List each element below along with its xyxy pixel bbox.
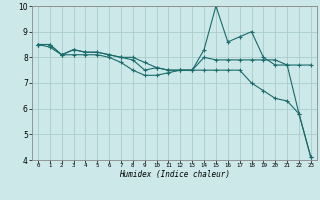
X-axis label: Humidex (Indice chaleur): Humidex (Indice chaleur) [119,170,230,179]
